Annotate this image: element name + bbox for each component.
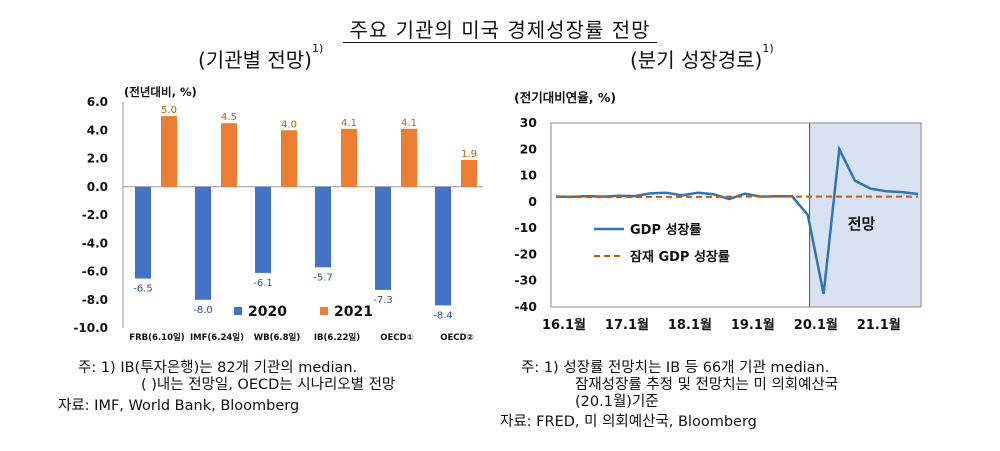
- line-x-tick-label: 16.1월: [542, 317, 586, 333]
- line-unit-label: (전기대비연율, %): [514, 90, 616, 105]
- bar-2020-value-label: -7.3: [373, 295, 393, 306]
- bar-2020: [135, 186, 151, 279]
- bar-category-label: OECD①: [380, 333, 414, 343]
- legend-2020-label: 2020: [248, 304, 287, 320]
- page-title: 주요 기관의 미국 경제성장률 전망: [0, 14, 1000, 43]
- legend-gdp-label: GDP 성장률: [630, 222, 701, 238]
- bar-y-tick-label: 2.0: [87, 152, 108, 166]
- bar-2021: [221, 123, 237, 187]
- line-x-tick-label: 20.1월: [794, 317, 838, 333]
- bar-y-tick-label: -4.0: [82, 236, 108, 250]
- line-y-tick-label: 0: [528, 194, 537, 209]
- bar-y-tick-label: -2.0: [82, 208, 108, 222]
- bar-2021: [281, 130, 297, 187]
- forecast-label: 전망: [848, 215, 876, 233]
- bar-y-tick-label: 0.0: [87, 180, 108, 194]
- bar-category-label: OECD②: [440, 333, 474, 343]
- bar-2021: [341, 128, 357, 187]
- forecast-region: [809, 122, 922, 308]
- line-plot-border: [550, 122, 922, 308]
- bar-2021-value-label: 1.9: [461, 149, 477, 160]
- bar-category-label: FRB(6.10일): [129, 332, 185, 343]
- right-note-1: 주: 1) 성장률 전망치는 IB 등 66개 기관 median.: [521, 360, 830, 376]
- bar-category-label: IMF(6.24일): [190, 332, 244, 343]
- right-subtitle-sup: 1): [762, 42, 774, 55]
- bar-y-tick-label: 6.0: [87, 95, 108, 109]
- line-x-tick-label: 18.1월: [668, 317, 712, 333]
- potential-gdp-line: [556, 195, 918, 199]
- bar-category-label: WB(6.8일): [254, 332, 301, 343]
- right-subtitle: (분기 성장경로)1): [630, 42, 774, 73]
- line-x-tick-label: 21.1월: [857, 317, 901, 333]
- legend-2021-label: 2021: [334, 304, 373, 320]
- line-y-tick-label: 30: [520, 115, 538, 130]
- left-source: 자료: IMF, World Bank, Bloomberg: [58, 398, 300, 414]
- bar-2021-value-label: 5.0: [161, 105, 177, 116]
- bar-2020: [435, 186, 451, 306]
- bar-unit-label: (전년대비, %): [124, 85, 197, 99]
- bar-2020: [195, 186, 211, 300]
- bar-y-tick-label: 4.0: [87, 123, 108, 137]
- bar-2021: [401, 128, 417, 187]
- bar-2020-value-label: -6.5: [133, 284, 153, 295]
- line-y-tick-label: -40: [514, 299, 537, 314]
- line-y-tick-label: -20: [514, 246, 537, 261]
- bar-2021-value-label: 4.1: [401, 118, 417, 129]
- right-source: 자료: FRED, 미 의회예산국, Bloomberg: [500, 414, 757, 430]
- left-subtitle-sup: 1): [311, 42, 324, 55]
- legend-2021-swatch: [320, 307, 328, 315]
- right-note-3: (20.1월)기준: [575, 394, 659, 410]
- bar-y-tick-label: -8.0: [82, 293, 108, 307]
- line-x-tick-label: 19.1월: [731, 317, 775, 333]
- bar-2020-value-label: -8.0: [193, 305, 213, 316]
- bar-y-tick-label: -10.0: [73, 321, 108, 335]
- bar-2020: [315, 186, 331, 268]
- legend-potential-label: 잠재 GDP 성장률: [630, 249, 730, 265]
- bar-2021-value-label: 4.1: [341, 118, 357, 129]
- bar-2021: [461, 159, 477, 187]
- left-note-2: ( )내는 전망일, OECD는 시나리오별 전망: [141, 377, 396, 393]
- bar-2021-value-label: 4.5: [221, 112, 237, 123]
- line-y-tick-label: -30: [514, 273, 537, 288]
- bar-2020: [375, 186, 391, 290]
- bar-2020-value-label: -5.7: [313, 272, 333, 283]
- right-subtitle-text: (분기 성장경로): [630, 48, 763, 72]
- left-subtitle: (기관별 전망)1): [198, 42, 324, 73]
- bar-2020-value-label: -8.4: [433, 310, 453, 321]
- page-title-text: 주요 기관의 미국 경제성장률 전망: [343, 18, 657, 43]
- bar-y-tick-label: -6.0: [82, 265, 108, 279]
- left-subtitle-text: (기관별 전망): [198, 48, 312, 72]
- line-y-tick-label: -10: [514, 220, 537, 235]
- bar-2020: [255, 186, 271, 273]
- bar-2021-value-label: 4.0: [281, 119, 297, 130]
- bar-category-label: IB(6.22일): [314, 332, 360, 343]
- legend-2020-swatch: [234, 307, 242, 315]
- left-note-1: 주: 1) IB(투자은행)는 82개 기관의 median.: [78, 360, 358, 376]
- line-x-tick-label: 17.1월: [605, 317, 649, 333]
- right-note-2: 잠재성장률 추정 및 전망치는 미 의회예산국: [575, 377, 839, 393]
- line-y-tick-label: 10: [520, 168, 538, 183]
- bar-2020-value-label: -6.1: [253, 278, 273, 289]
- line-y-tick-label: 20: [520, 141, 538, 156]
- bar-2021: [161, 116, 177, 187]
